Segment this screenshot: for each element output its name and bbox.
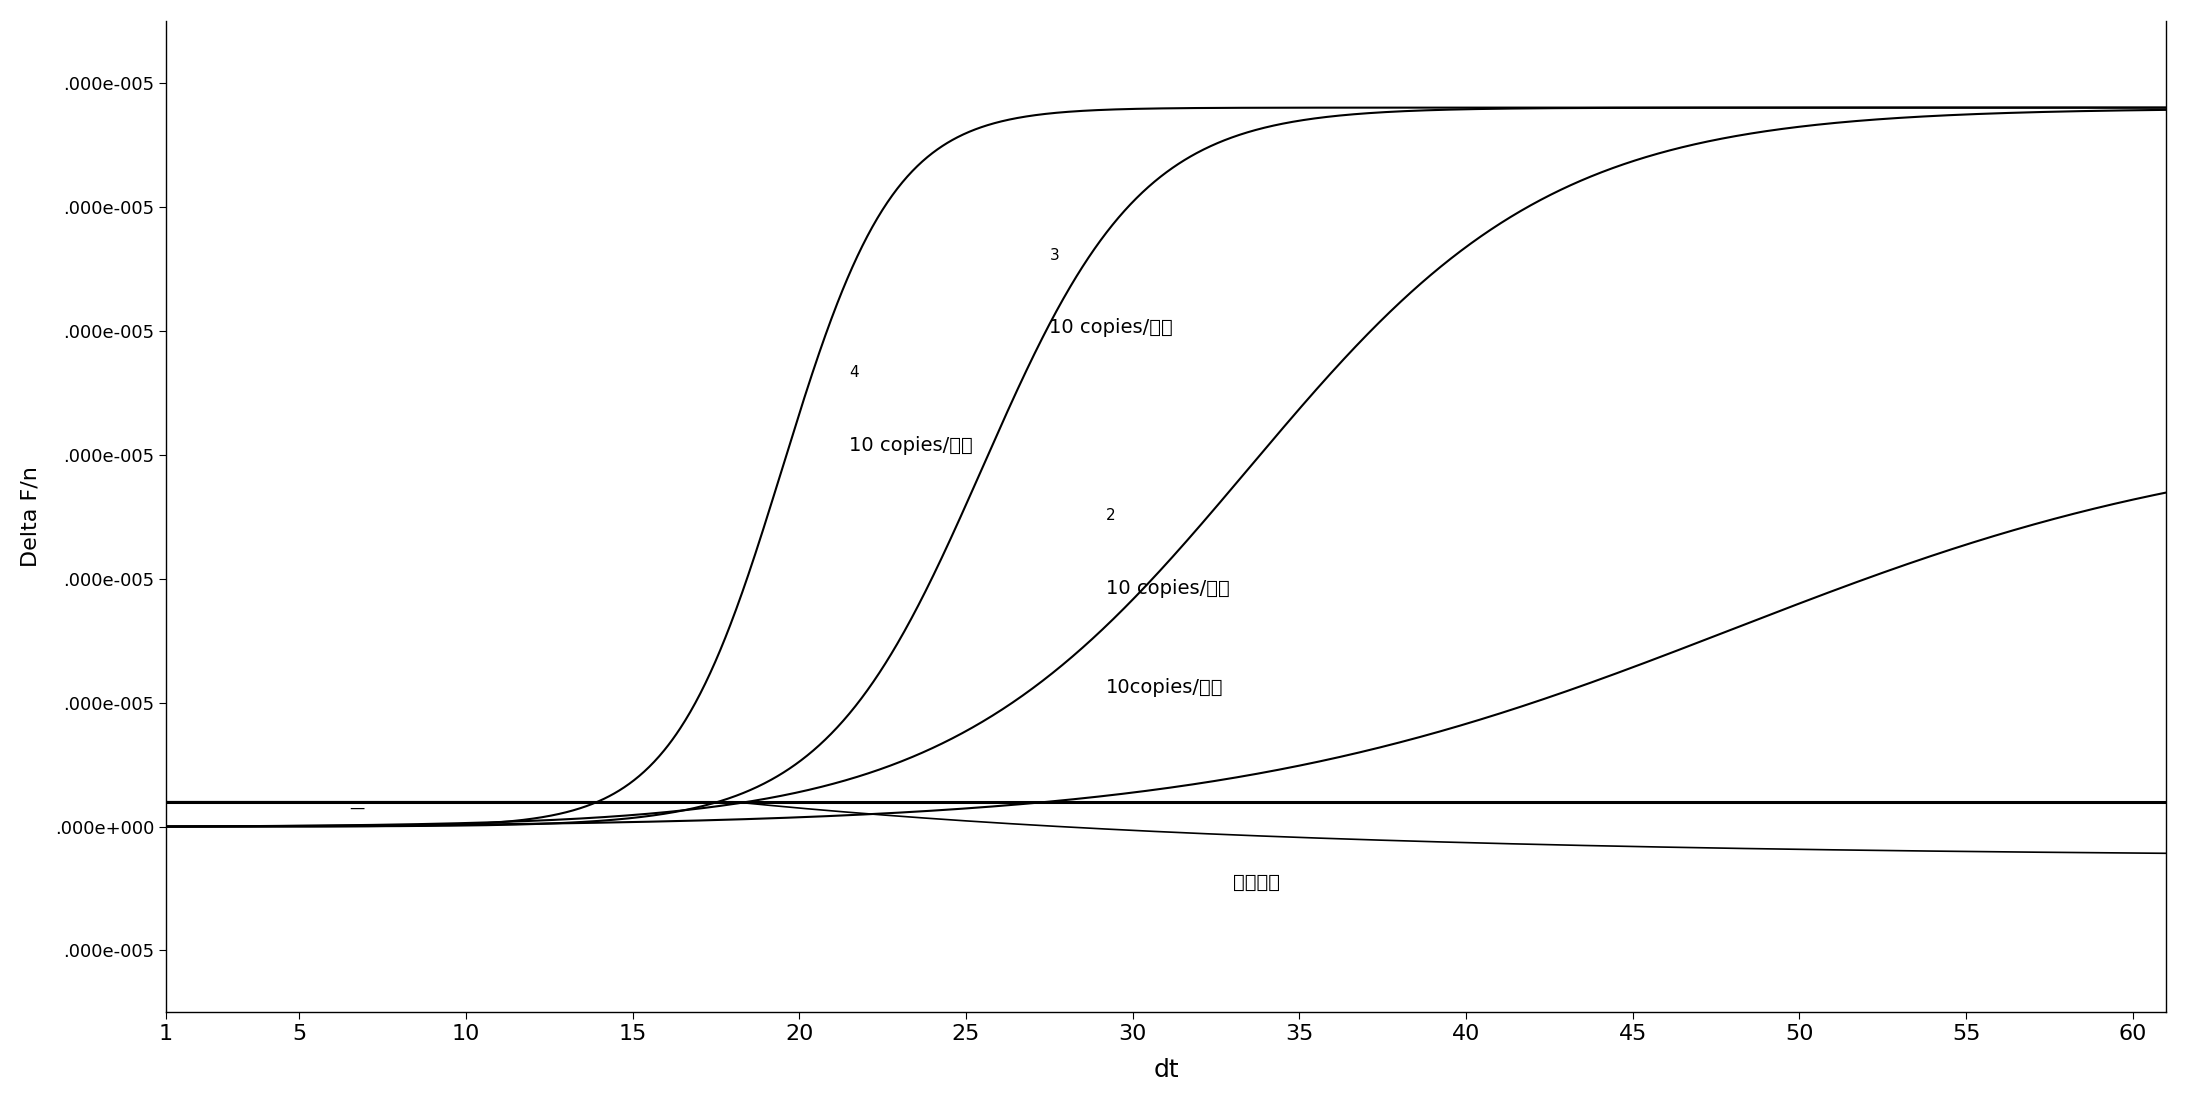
Y-axis label: Delta F/n: Delta F/n: [22, 467, 42, 567]
Text: 3: 3: [1050, 247, 1059, 263]
Text: 阴性对照: 阴性对照: [1233, 872, 1279, 892]
Text: 10 copies/反应: 10 copies/反应: [849, 436, 973, 456]
Text: 4: 4: [849, 365, 859, 381]
Text: 10 copies/反应: 10 copies/反应: [1050, 319, 1172, 338]
X-axis label: dt: dt: [1153, 1058, 1179, 1082]
Text: 2: 2: [1107, 507, 1115, 523]
Text: 10 copies/反应: 10 copies/反应: [1107, 579, 1229, 598]
Text: —: —: [350, 801, 365, 815]
Text: 10copies/反应: 10copies/反应: [1107, 678, 1223, 697]
